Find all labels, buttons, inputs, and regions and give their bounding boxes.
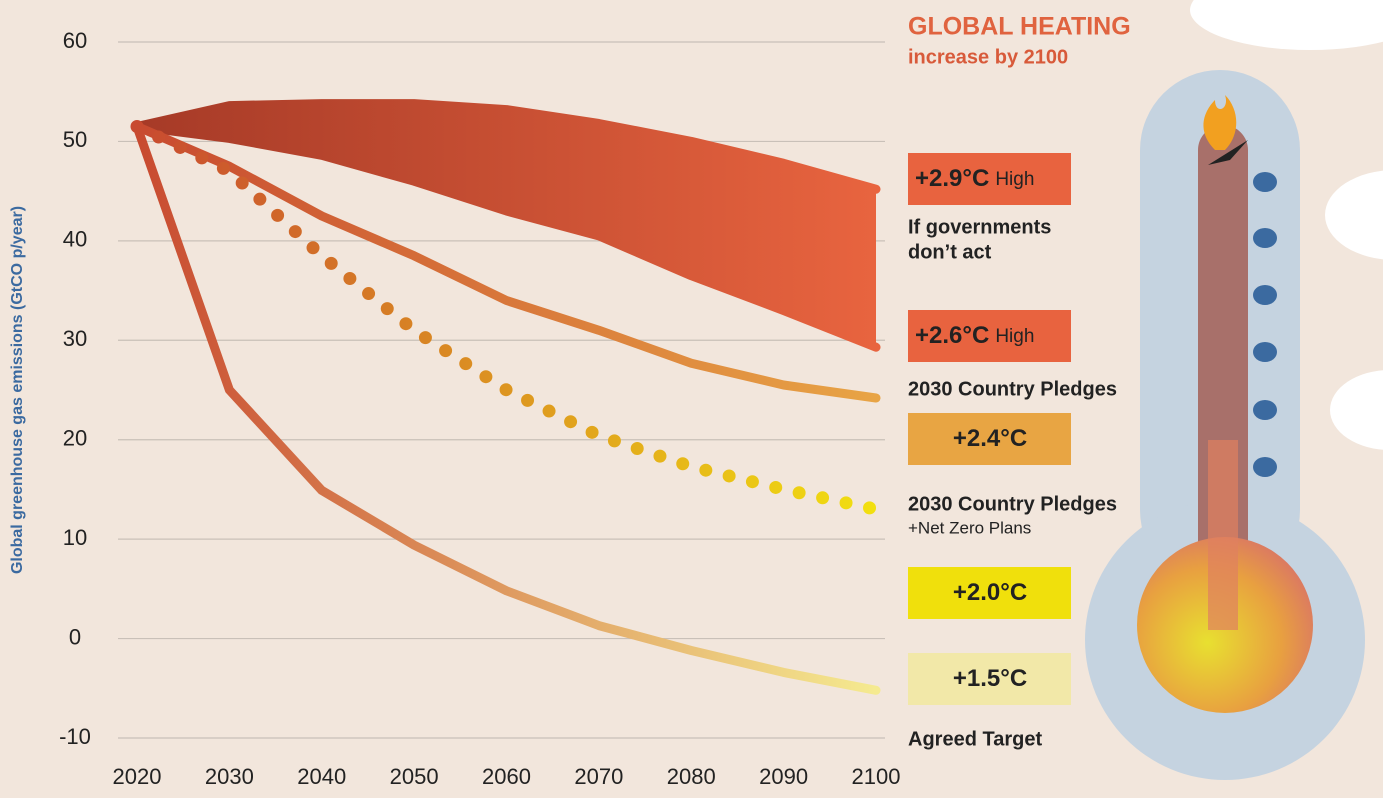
x-tick-label: 2030: [205, 764, 254, 789]
cloud: [1325, 170, 1383, 260]
y-tick-label: 20: [63, 426, 87, 451]
chart-subtitle: increase by 2100: [908, 46, 1068, 68]
x-tick-label: 2040: [297, 764, 346, 789]
x-tick-label: 2090: [759, 764, 808, 789]
x-tick-label: 2020: [113, 764, 162, 789]
scenario-label: 2030 Country Pledges: [908, 378, 1117, 400]
scenario-temp: +2.4°C: [953, 425, 1027, 452]
x-tick-label: 2060: [482, 764, 531, 789]
chart: GLOBAL HEATING increase by 2100 Global g…: [0, 0, 1383, 798]
x-tick-label: 2050: [390, 764, 439, 789]
scenario-note: +Net Zero Plans: [908, 518, 1031, 537]
scenario-temp: +2.6°C High: [915, 322, 1034, 349]
scenario-level: High: [995, 169, 1034, 190]
x-tick-label: 2100: [852, 764, 901, 789]
y-tick-label: 50: [63, 127, 87, 152]
y-tick-label: 0: [69, 624, 81, 649]
y-axis-label: Global greenhouse gas emissions (GtCO p/…: [9, 206, 26, 574]
scenario-temp-value: +2.9°C: [915, 165, 989, 192]
scenario-temp: +2.9°C High: [915, 165, 1034, 192]
x-tick-label: 2070: [574, 764, 623, 789]
chart-title: GLOBAL HEATING: [908, 13, 1131, 41]
page: GLOBAL HEATING increase by 2100 Global g…: [0, 0, 1383, 798]
y-tick-label: -10: [59, 724, 91, 749]
scenario-level: High: [995, 326, 1034, 347]
y-tick-label: 60: [63, 28, 87, 53]
scenario-temp-value: +2.6°C: [915, 322, 989, 349]
cloud: [1330, 370, 1383, 450]
scenario-label: 2030 Country Pledges: [908, 493, 1117, 515]
x-tick-label: 2080: [667, 764, 716, 789]
scenario-label: Agreed Target: [908, 728, 1042, 750]
scenario-temp-value: +2.0°C: [953, 579, 1027, 606]
y-tick-label: 10: [63, 525, 87, 550]
cloud: [1190, 0, 1383, 50]
scenario-temp: +2.0°C: [953, 579, 1027, 606]
scenario-label: don’t act: [908, 241, 992, 263]
scenario-temp-value: +1.5°C: [953, 665, 1027, 692]
scenario-temp-value: +2.4°C: [953, 425, 1027, 452]
thermometer: [1085, 70, 1365, 780]
y-tick-label: 30: [63, 326, 87, 351]
y-tick-label: 40: [63, 227, 87, 252]
scenario-label: If governments: [908, 216, 1051, 238]
scenario-temp: +1.5°C: [953, 665, 1027, 692]
